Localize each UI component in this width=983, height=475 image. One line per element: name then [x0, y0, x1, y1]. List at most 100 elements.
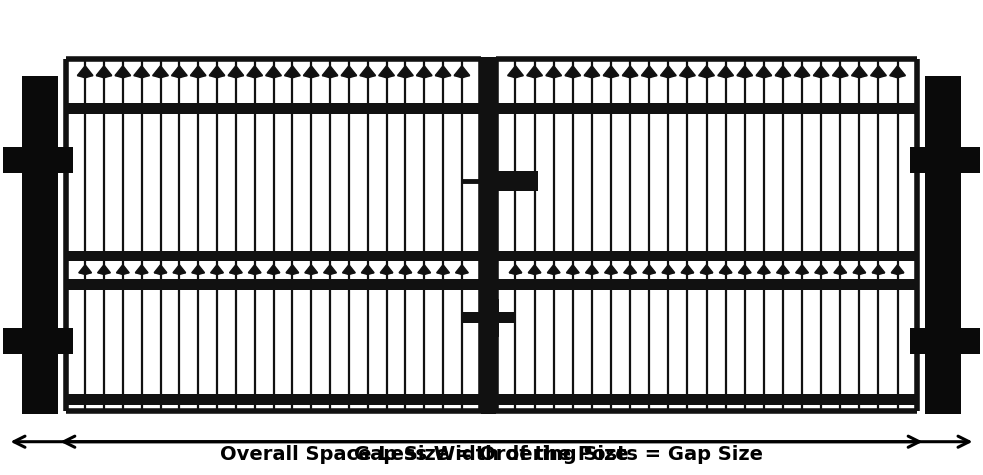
- Polygon shape: [699, 76, 715, 78]
- Polygon shape: [853, 273, 866, 275]
- Polygon shape: [152, 66, 168, 76]
- Polygon shape: [813, 76, 829, 78]
- Polygon shape: [756, 66, 772, 76]
- Polygon shape: [417, 76, 433, 78]
- Polygon shape: [360, 76, 376, 78]
- Polygon shape: [794, 76, 810, 78]
- Polygon shape: [681, 273, 694, 275]
- Polygon shape: [435, 66, 451, 76]
- Polygon shape: [97, 265, 110, 273]
- Polygon shape: [342, 273, 355, 275]
- Polygon shape: [509, 273, 522, 275]
- Polygon shape: [436, 273, 449, 275]
- Polygon shape: [417, 66, 433, 76]
- Polygon shape: [813, 66, 829, 76]
- Polygon shape: [872, 265, 885, 273]
- Polygon shape: [527, 66, 543, 76]
- Polygon shape: [247, 76, 262, 78]
- Polygon shape: [173, 273, 186, 275]
- Polygon shape: [548, 265, 560, 273]
- Polygon shape: [286, 265, 299, 273]
- Polygon shape: [249, 273, 261, 275]
- Polygon shape: [265, 66, 281, 76]
- Polygon shape: [96, 66, 112, 76]
- Polygon shape: [871, 66, 887, 76]
- Polygon shape: [209, 76, 225, 78]
- Polygon shape: [834, 265, 846, 273]
- Polygon shape: [323, 265, 336, 273]
- Bar: [481, 57, 496, 414]
- Polygon shape: [154, 273, 167, 275]
- Polygon shape: [454, 66, 470, 76]
- Polygon shape: [548, 273, 560, 275]
- Bar: [496, 251, 917, 261]
- Polygon shape: [134, 76, 149, 78]
- Polygon shape: [229, 273, 242, 275]
- Bar: [66, 394, 481, 405]
- Polygon shape: [509, 265, 522, 273]
- Polygon shape: [834, 273, 846, 275]
- Polygon shape: [284, 66, 300, 76]
- Polygon shape: [436, 265, 449, 273]
- Polygon shape: [565, 66, 581, 76]
- Polygon shape: [584, 66, 600, 76]
- Polygon shape: [380, 265, 393, 273]
- Polygon shape: [833, 76, 848, 78]
- Polygon shape: [777, 265, 789, 273]
- Polygon shape: [399, 273, 412, 275]
- Polygon shape: [96, 76, 112, 78]
- Polygon shape: [892, 273, 904, 275]
- Polygon shape: [566, 273, 579, 275]
- Polygon shape: [399, 265, 412, 273]
- Polygon shape: [815, 273, 828, 275]
- Polygon shape: [851, 76, 867, 78]
- Bar: [1, 328, 23, 354]
- Polygon shape: [116, 273, 129, 275]
- Polygon shape: [247, 66, 262, 76]
- Bar: [23, 76, 58, 414]
- Polygon shape: [718, 66, 733, 76]
- Polygon shape: [191, 66, 206, 76]
- Polygon shape: [78, 76, 93, 78]
- Polygon shape: [229, 265, 242, 273]
- Polygon shape: [507, 76, 523, 78]
- Polygon shape: [720, 265, 732, 273]
- Polygon shape: [116, 265, 129, 273]
- Polygon shape: [79, 265, 91, 273]
- Polygon shape: [758, 265, 771, 273]
- Polygon shape: [228, 76, 244, 78]
- Polygon shape: [528, 265, 541, 273]
- Polygon shape: [622, 66, 638, 76]
- Polygon shape: [210, 273, 223, 275]
- Polygon shape: [171, 66, 187, 76]
- Polygon shape: [641, 66, 657, 76]
- Bar: [496, 103, 917, 114]
- Polygon shape: [380, 273, 393, 275]
- Polygon shape: [777, 273, 789, 275]
- Polygon shape: [795, 273, 808, 275]
- Text: Gap Size = Ordering Size: Gap Size = Ordering Size: [354, 445, 629, 464]
- Bar: [496, 279, 917, 290]
- Polygon shape: [756, 76, 772, 78]
- Polygon shape: [78, 66, 93, 76]
- Polygon shape: [643, 273, 656, 275]
- Polygon shape: [154, 265, 167, 273]
- Polygon shape: [362, 273, 375, 275]
- Polygon shape: [455, 273, 468, 275]
- Polygon shape: [718, 76, 733, 78]
- Bar: [496, 394, 917, 405]
- Polygon shape: [720, 273, 732, 275]
- Polygon shape: [605, 265, 617, 273]
- Polygon shape: [681, 265, 694, 273]
- Polygon shape: [737, 66, 753, 76]
- Polygon shape: [758, 273, 771, 275]
- Polygon shape: [661, 66, 676, 76]
- Polygon shape: [584, 76, 600, 78]
- Polygon shape: [115, 66, 131, 76]
- Polygon shape: [304, 66, 319, 76]
- Polygon shape: [397, 66, 413, 76]
- Polygon shape: [586, 273, 599, 275]
- Polygon shape: [890, 66, 905, 76]
- Polygon shape: [700, 265, 713, 273]
- Polygon shape: [699, 66, 715, 76]
